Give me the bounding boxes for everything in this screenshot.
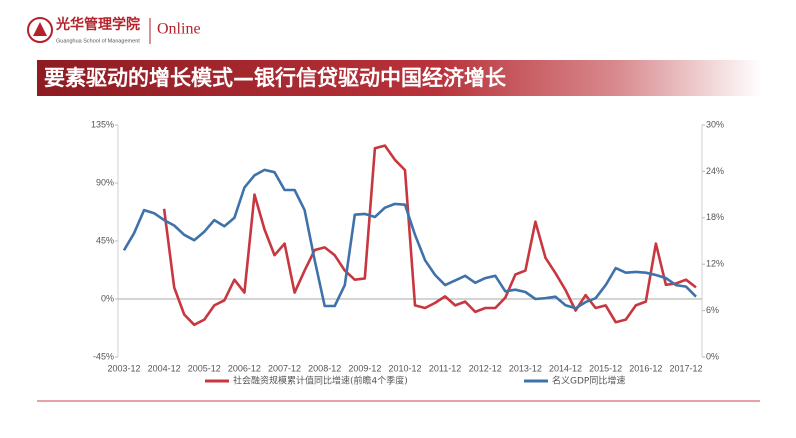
x-tick-label: 2012-12	[469, 363, 502, 373]
y2-tick-label: 24%	[706, 166, 724, 176]
chart: -45% 0% 45% 90% 135% 0% 6% 12% 18% 24% 30% 2003-12 2…	[91, 119, 724, 386]
title-bar	[37, 60, 762, 96]
logo-emblem	[27, 17, 53, 43]
y2-tick-label: 6%	[706, 305, 719, 315]
x-tick-label: 2015-12	[589, 363, 622, 373]
y2-tick-label: 18%	[706, 212, 724, 222]
x-tick-label: 2013-12	[509, 363, 542, 373]
x-tick-label: 2004-12	[148, 363, 181, 373]
y-tick-label: 45%	[96, 235, 114, 245]
series-line	[122, 168, 697, 310]
y-tick-label: 0%	[101, 293, 114, 303]
y2-tick-label: 0%	[706, 351, 719, 361]
x-tick-label: 2006-12	[228, 363, 261, 373]
slide-title: 要素驱动的增长模式—银行信贷驱动中国经济增长	[44, 66, 507, 90]
series-line	[162, 144, 697, 327]
x-tick-label: 2016-12	[629, 363, 662, 373]
x-tick-label: 2008-12	[308, 363, 341, 373]
brand: Online	[157, 21, 201, 38]
y2-tick-label: 30%	[706, 119, 724, 129]
legend-label: 名义GDP同比增速	[552, 375, 625, 387]
logo-subtitle: Guanghua School of Management	[56, 38, 140, 44]
x-tick-label: 2011-12	[429, 363, 461, 373]
x-tick-label: 2017-12	[669, 363, 702, 373]
y-tick-label: 135%	[91, 119, 114, 129]
x-tick-label: 2007-12	[268, 363, 301, 373]
logo-emblem-mark	[33, 22, 47, 36]
y2-tick-label: 12%	[706, 259, 724, 269]
logo-name: 光华管理学院	[55, 16, 140, 33]
y-tick-label: -45%	[93, 351, 114, 361]
x-tick-label: 2005-12	[188, 363, 221, 373]
x-tick-label: 2009-12	[348, 363, 381, 373]
x-tick-label: 2003-12	[107, 363, 140, 373]
y-tick-label: 90%	[96, 177, 114, 187]
legend-label: 社会融资规模累计值同比增速(前瞻4个季度)	[233, 375, 408, 387]
x-tick-label: 2010-12	[388, 363, 421, 373]
x-tick-label: 2014-12	[549, 363, 582, 373]
